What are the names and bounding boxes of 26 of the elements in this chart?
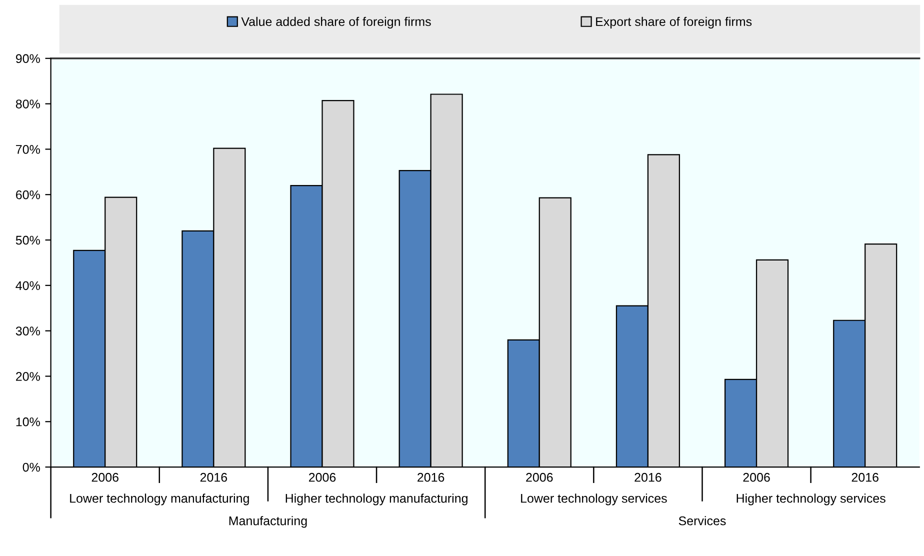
x-tick-label: 2016 [852, 472, 878, 482]
text: Lower technology manufacturing [70, 494, 249, 506]
text: Higher technology manufacturing [286, 494, 468, 506]
legend-label: Export share of foreign firms [596, 16, 752, 29]
x-tick-label: 2006 [92, 472, 118, 482]
x-tick-label: 2006 [743, 472, 770, 482]
y-tick-label: 50% [16, 236, 40, 245]
x-tick-label: 2006 [526, 472, 553, 482]
y-tick-label: 80% [16, 100, 40, 108]
text: Lower technology services [521, 494, 667, 506]
y-tick-label: 60% [16, 190, 40, 200]
y-tick-label: 10% [16, 417, 40, 426]
x-tick-label: 2016 [200, 472, 228, 482]
text: Higher technology services [736, 494, 886, 506]
x-tick-label: 2016 [634, 472, 662, 482]
legend-label: Value added share of foreign firms [241, 16, 431, 29]
y-tick-label: 70% [16, 144, 40, 154]
y-tick-label: 90% [16, 54, 40, 64]
y-tick-label: 40% [16, 281, 40, 290]
x-tick-label: 2006 [308, 472, 336, 482]
text: Services [678, 516, 726, 526]
text: Manufacturing [229, 516, 307, 528]
x-tick-label: 2016 [418, 472, 444, 482]
y-tick-label: 30% [16, 326, 40, 336]
y-tick-label: 0% [22, 462, 40, 472]
y-tick-label: 20% [16, 372, 40, 381]
